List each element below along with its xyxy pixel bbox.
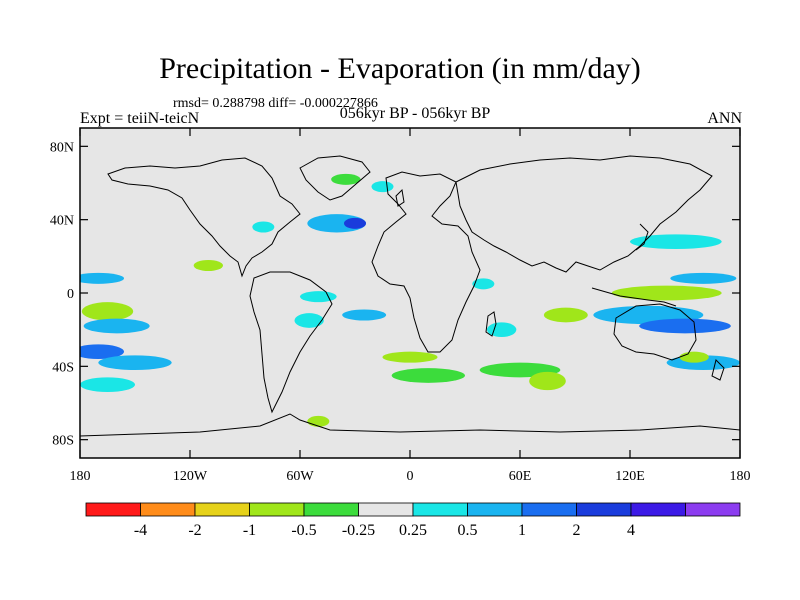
lon-tick-label: 60E [509, 469, 532, 484]
colorbar-swatch [249, 502, 305, 517]
colorbar: -4 -2 -1 -0.5 -0.25 0.25 0.5 1 2 4 [85, 502, 741, 539]
coastline-north-america [107, 157, 301, 278]
colorbar-label: -0.5 [291, 522, 316, 539]
coastline-indonesia [591, 287, 677, 307]
colorbar-label: -0.25 [342, 522, 375, 539]
lat-tick-label: 40N [50, 214, 74, 229]
anomaly-patch [342, 309, 387, 321]
anomaly-patch [529, 371, 566, 391]
colorbar-label: 4 [627, 522, 635, 539]
colorbar-label: -2 [188, 522, 201, 539]
anomaly-patch [80, 344, 124, 359]
anomaly-patch [81, 302, 134, 321]
anomaly-patch [80, 377, 135, 392]
coastline-uk [395, 188, 405, 207]
lon-tick-label: 120E [615, 469, 645, 484]
anomaly-patch [487, 322, 517, 337]
colorbar-swatch [630, 502, 686, 517]
anomaly-patch [193, 260, 223, 271]
lat-tick-label: 80S [52, 434, 74, 449]
colorbar-swatch [358, 502, 414, 517]
anomaly-layer [80, 173, 740, 427]
anomaly-patch [679, 351, 709, 363]
colorbar-label: 0.5 [458, 522, 478, 539]
lon-tick-label: 120W [173, 469, 208, 484]
experiment-label: Expt = teiiN-teicN [80, 110, 200, 127]
colorbar-swatch [521, 502, 577, 517]
anomaly-patch [80, 272, 124, 284]
stats-text: rmsd= 0.288798 diff= -0.000227866 [173, 96, 378, 111]
anomaly-patch [630, 234, 722, 250]
coastline-new-zealand [711, 359, 725, 381]
coastline-antarctica [80, 413, 740, 437]
anomaly-patch [371, 181, 394, 193]
coastlines [80, 155, 740, 437]
coastline-madagascar [485, 311, 497, 337]
lat-tick-label: 0 [67, 287, 74, 302]
anomaly-patch [670, 272, 737, 284]
anomaly-patch [344, 217, 366, 229]
colorbar-swatch [194, 502, 250, 517]
anomaly-patch [98, 355, 172, 370]
anomaly-patch [300, 291, 337, 303]
anomaly-patch [639, 318, 731, 334]
season-label: ANN [707, 110, 742, 127]
colorbar-label: 0.25 [399, 522, 427, 539]
colorbar-label: 1 [518, 522, 526, 539]
coastline-australia [613, 303, 697, 361]
lon-tick-label: 180 [70, 469, 91, 484]
coastline-japan [635, 223, 649, 251]
chart-title: Precipitation - Evaporation (in mm/day) [159, 52, 641, 85]
period-label: 056kyr BP - 056kyr BP [339, 105, 491, 122]
colorbar-label: -1 [243, 522, 256, 539]
anomaly-patch [611, 285, 722, 301]
anomaly-patch [294, 313, 324, 328]
anomaly-patch [472, 278, 495, 290]
lon-tick-label: 0 [407, 469, 414, 484]
anomaly-patch [252, 221, 275, 233]
colorbar-label: 2 [573, 522, 581, 539]
colorbar-swatch [412, 502, 468, 517]
colorbar-label: -4 [134, 522, 147, 539]
colorbar-swatch [576, 502, 632, 517]
lon-tick-label: 180 [730, 469, 751, 484]
anomaly-patch [307, 415, 330, 427]
lon-tick-label: 60W [286, 469, 314, 484]
anomaly-patch [391, 368, 466, 383]
colorbar-swatch [140, 502, 196, 517]
coastline-asia [455, 155, 713, 273]
colorbar-swatch [467, 502, 523, 517]
coastline-europe-africa [371, 171, 481, 353]
lat-tick-label: 40S [52, 360, 74, 375]
anomaly-patch [83, 318, 150, 334]
anomaly-patch [331, 173, 361, 185]
anomaly-patch [382, 351, 438, 363]
colorbar-swatch [303, 502, 359, 517]
anomaly-patch [543, 307, 588, 323]
colorbar-swatch [685, 502, 741, 517]
coastline-south-america [249, 271, 333, 414]
colorbar-swatch [85, 502, 141, 517]
axis-ticks: 80N 40N 0 40S 80S 180 120W 60W 0 60E 120E 180 [50, 128, 751, 484]
lat-tick-label: 80N [50, 140, 74, 155]
coastline-greenland [299, 155, 371, 201]
